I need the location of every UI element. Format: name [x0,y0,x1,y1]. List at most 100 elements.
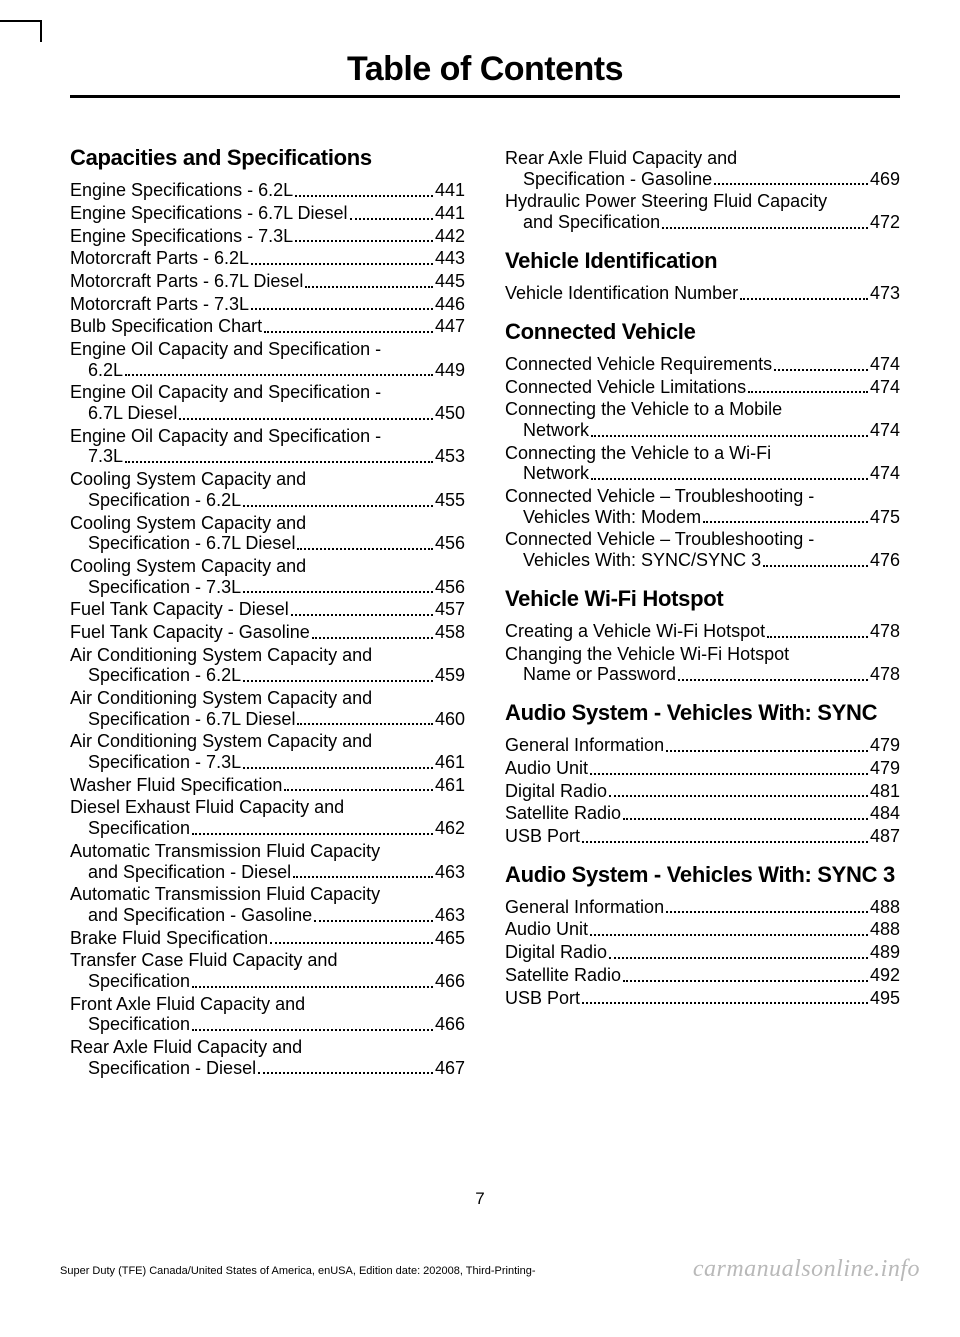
toc-entry: Fuel Tank Capacity - Gasoline458 [70,622,465,643]
toc-leader-dots [591,478,868,480]
toc-entry: Automatic Transmission Fluid Capacityand… [70,841,465,882]
toc-entry-page: 481 [870,781,900,802]
toc-leader-dots [192,833,433,835]
toc-leader-dots [582,841,868,843]
toc-entry: Motorcraft Parts - 6.2L443 [70,248,465,269]
toc-entry: Satellite Radio 492 [505,965,900,986]
toc-entry: Engine Oil Capacity and Specification -6… [70,382,465,423]
toc-entry: Audio Unit488 [505,919,900,940]
toc-entry: Front Axle Fluid Capacity andSpecificati… [70,994,465,1035]
toc-leader-dots [703,521,868,523]
toc-entry-label-line2-text: Specification [88,818,190,839]
toc-entry: General Information488 [505,897,900,918]
toc-entry-label-line1: Air Conditioning System Capacity and [70,688,465,709]
toc-leader-dots [305,286,433,288]
toc-entry-page: 463 [435,862,465,883]
toc-entry-label-line2-text: Specification - 7.3L [88,577,241,598]
left-column: Capacities and SpecificationsEngine Spec… [70,146,465,1080]
toc-entry-label-line1: Transfer Case Fluid Capacity and [70,950,465,971]
toc-leader-dots [243,591,433,593]
toc-leader-dots [748,391,868,393]
toc-entry-label-line2-text: Specification - Gasoline [523,169,712,190]
toc-entry-label-line1: Connected Vehicle – Troubleshooting - [505,486,900,507]
toc-leader-dots [251,263,433,265]
toc-entry: Connected Vehicle – Troubleshooting -Veh… [505,529,900,570]
toc-leader-dots [590,773,868,775]
toc-entry-line2: Specification - 6.7L Diesel456 [70,533,465,554]
toc-entry-label: Satellite Radio [505,803,621,824]
toc-entry-label-line1: Automatic Transmission Fluid Capacity [70,884,465,905]
toc-entry-label: General Information [505,897,664,918]
toc-entry-label-line1: Front Axle Fluid Capacity and [70,994,465,1015]
toc-entry-label-line2-text: 6.7L Diesel [88,403,177,424]
toc-entry: Motorcraft Parts - 6.7L Diesel445 [70,271,465,292]
toc-entry-line2: and Specification472 [505,212,900,233]
toc-entry-page: 474 [870,377,900,398]
toc-entry-line2: Name or Password478 [505,664,900,685]
toc-entry-page: 450 [435,403,465,424]
toc-entry-line2: Specification466 [70,1014,465,1035]
toc-entry: Transfer Case Fluid Capacity andSpecific… [70,950,465,991]
toc-entry-label: Satellite Radio [505,965,621,986]
toc-entry-line2: Vehicles With: Modem475 [505,507,900,528]
toc-entry-page: 466 [435,1014,465,1035]
toc-entry: Engine Specifications - 6.7L Diesel441 [70,203,465,224]
toc-entry-page: 458 [435,622,465,643]
section-heading: Connected Vehicle [505,320,900,344]
toc-entry-page: 488 [870,919,900,940]
toc-entry-line2: Specification - 6.2L459 [70,665,465,686]
toc-entry: Engine Oil Capacity and Specification -7… [70,426,465,467]
right-column: Rear Axle Fluid Capacity andSpecificatio… [505,146,900,1080]
toc-entry-page: 487 [870,826,900,847]
toc-entry: Air Conditioning System Capacity andSpec… [70,645,465,686]
section-heading: Vehicle Identification [505,249,900,273]
toc-entry-label: Connected Vehicle Limitations [505,377,746,398]
toc-entry-label: Brake Fluid Specification [70,928,268,949]
toc-entry: Creating a Vehicle Wi-Fi Hotspot478 [505,621,900,642]
toc-leader-dots [740,298,868,300]
toc-entry-line2: Specification - Gasoline 469 [505,169,900,190]
toc-entry: Connecting the Vehicle to a MobileNetwor… [505,399,900,440]
crop-mark [0,20,42,42]
toc-leader-dots [666,750,868,752]
toc-entry: Cooling System Capacity andSpecification… [70,556,465,597]
toc-leader-dots [125,374,433,376]
toc-entry-label: Fuel Tank Capacity - Diesel [70,599,289,620]
toc-leader-dots [243,680,433,682]
toc-entry-page: 476 [870,550,900,571]
toc-entry-label-line1: Connecting the Vehicle to a Mobile [505,399,900,420]
toc-entry-label-line2-text: and Specification - Gasoline [88,905,312,926]
toc-leader-dots [350,218,433,220]
toc-leader-dots [591,435,868,437]
toc-entry-label-line1: Cooling System Capacity and [70,556,465,577]
page-title: Table of Contents [70,50,900,89]
toc-leader-dots [623,980,868,982]
toc-entry: Washer Fluid Specification461 [70,775,465,796]
toc-entry-page: 474 [870,354,900,375]
toc-entry-page: 469 [870,169,900,190]
toc-entry-page: 446 [435,294,465,315]
columns-container: Capacities and SpecificationsEngine Spec… [70,146,900,1080]
toc-entry-page: 463 [435,905,465,926]
toc-entry-page: 474 [870,420,900,441]
toc-entry-label-line1: Rear Axle Fluid Capacity and [505,148,900,169]
toc-entry-label-line1: Engine Oil Capacity and Specification - [70,426,465,447]
toc-entry-label: Digital Radio [505,781,607,802]
toc-entry-label-line2-text: Specification - 6.7L Diesel [88,709,295,730]
toc-entry-label-line1: Cooling System Capacity and [70,513,465,534]
toc-leader-dots [774,369,868,371]
toc-leader-dots [582,1002,868,1004]
toc-entry-page: 461 [435,752,465,773]
toc-entry-page: 461 [435,775,465,796]
toc-entry-label: Engine Specifications - 6.2L [70,180,293,201]
toc-entry-label: Vehicle Identification Number [505,283,738,304]
toc-leader-dots [192,986,433,988]
toc-entry-page: 479 [870,735,900,756]
toc-entry: Brake Fluid Specification465 [70,928,465,949]
toc-entry: Digital Radio 481 [505,781,900,802]
toc-entry-page: 492 [870,965,900,986]
toc-leader-dots [270,942,433,944]
toc-entry-line2: Network474 [505,463,900,484]
toc-entry-line2: Vehicles With: SYNC/SYNC 3476 [505,550,900,571]
toc-entry-line2: Specification - 7.3L461 [70,752,465,773]
